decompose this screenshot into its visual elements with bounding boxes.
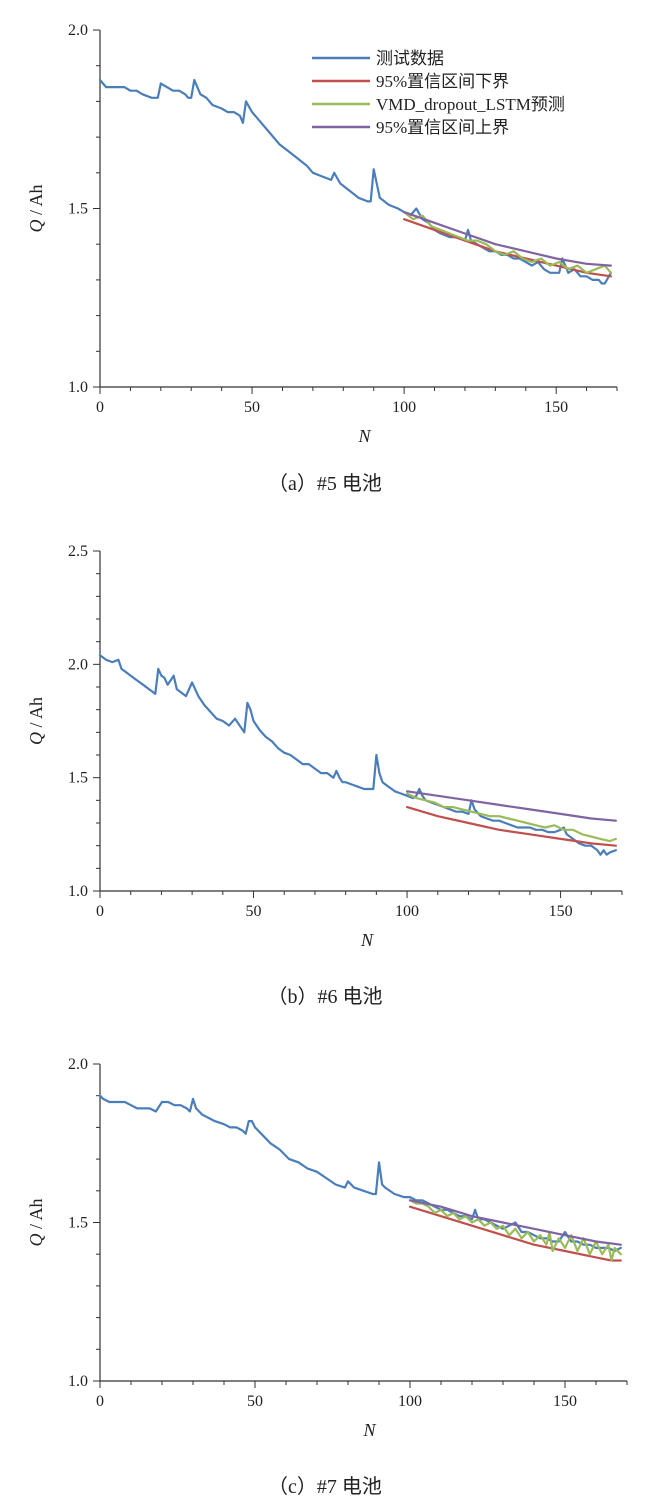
y-axis-label-unit: / Ah (26, 1198, 46, 1233)
x-axis-label: N (357, 426, 371, 446)
y-axis-label-variable: Q (26, 1234, 46, 1247)
x-tick-label: 0 (96, 399, 104, 416)
y-axis-label-unit: / Ah (26, 697, 46, 732)
panel-caption: （b）#6 电池 (268, 985, 383, 1008)
y-axis-label-unit: / Ah (26, 184, 46, 219)
series-line-1 (98, 1094, 622, 1253)
series-line-4 (403, 211, 613, 267)
y-tick-label: 1.5 (68, 201, 88, 218)
panel-caption: （c）#7 电池 (268, 1475, 382, 1498)
y-tick-label: 2.0 (68, 22, 88, 39)
series-line-2 (403, 218, 613, 278)
legend-entry-3: VMD_dropout_LSTM预测 (376, 95, 565, 114)
x-tick-label: 150 (549, 903, 573, 920)
y-axis-label: Q / Ah (26, 1198, 46, 1246)
x-axis-label: N (360, 930, 374, 950)
chart-panel-1: 1.0 1.5 2.0 0 50 100 150 N Q / Ah 测试数据 95%置信区间下界 VM… (26, 22, 618, 495)
y-tick-label: 1.0 (68, 1373, 88, 1390)
legend-entry-1: 测试数据 (376, 49, 444, 68)
series-line-2 (406, 805, 618, 847)
series-line-1 (98, 78, 613, 285)
y-tick-label: 1.5 (68, 770, 88, 787)
legend-entry-4: 95%置信区间上界 (376, 118, 509, 137)
x-tick-label: 100 (398, 1393, 422, 1410)
y-tick-label: 1.5 (68, 1215, 88, 1232)
series-line-1 (98, 654, 618, 856)
y-axis-label-variable: Q (26, 732, 46, 745)
x-tick-label: 0 (96, 903, 104, 920)
x-tick-label: 0 (96, 1393, 104, 1410)
x-tick-label: 150 (544, 399, 568, 416)
y-axis-label-variable: Q (26, 220, 46, 233)
series-line-2 (408, 1205, 622, 1262)
y-tick-label: 1.0 (68, 379, 88, 396)
chart-panel-3: 1.0 1.5 2.0 0 50 100 150 N Q / Ah （c）#7 电池 (26, 1056, 628, 1498)
y-tick-label: 2.5 (68, 543, 88, 560)
y-tick-label: 2.0 (68, 1056, 88, 1073)
y-axis-label: Q / Ah (26, 697, 46, 745)
y-tick-label: 1.0 (68, 883, 88, 900)
x-tick-label: 50 (246, 903, 262, 920)
series-line-4 (406, 790, 618, 822)
series-line-4 (408, 1199, 622, 1246)
x-tick-label: 100 (392, 399, 416, 416)
panel-caption: （a）#5 电池 (268, 472, 382, 495)
y-axis-label: Q / Ah (26, 184, 46, 232)
series-line-3 (403, 211, 613, 274)
chart-panel-2: 1.0 1.5 2.0 2.5 0 50 100 150 N Q / Ah （b）#6 电池 (26, 543, 623, 1008)
x-tick-label: 100 (395, 903, 419, 920)
y-tick-label: 2.0 (68, 656, 88, 673)
x-tick-label: 50 (244, 399, 260, 416)
x-axis-label: N (362, 1420, 376, 1440)
x-tick-label: 50 (247, 1393, 263, 1410)
series-line-3 (408, 1199, 622, 1262)
x-tick-label: 150 (553, 1393, 577, 1410)
legend: 测试数据 95%置信区间下界 VMD_dropout_LSTM预测 95%置信区间上界 (312, 49, 565, 137)
series-line-3 (406, 792, 618, 843)
legend-entry-2: 95%置信区间下界 (376, 72, 509, 91)
